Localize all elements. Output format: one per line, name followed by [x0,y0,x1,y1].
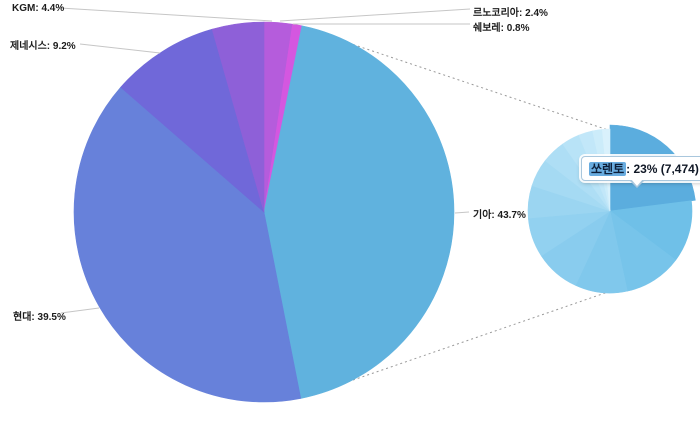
label-kia: 기아: 43.7% [473,210,526,221]
leader-line-genesis [79,43,161,54]
leader-line-hyundai [60,307,100,314]
tooltip-series-name: 쏘렌토 [589,162,627,176]
tooltip-sorento: 쏘렌토: 23% (7,474) [581,156,700,188]
leader-line-kgm [59,7,273,22]
tooltip-arrow-icon [631,179,643,186]
drilldown-connector-bottom [300,291,609,399]
label-chevrolet: 쉐보레: 0.8% [473,23,530,34]
big-pie-slice-KGM[interactable] [211,21,265,213]
big-pie-slice-현대[interactable] [73,86,302,403]
leader-line-renault [279,8,471,22]
label-kgm: KGM: 4.4% [12,3,65,14]
label-genesis: 제네시스: 9.2% [10,41,76,52]
tooltip-value: : 23% (7,474) [626,162,699,176]
big-pie-slice-제네시스[interactable] [120,28,265,213]
drilldown-slice-1[interactable] [609,200,693,261]
drilldown-connector-top [300,26,609,131]
label-renault: 르노코리아: 2.4% [473,8,548,19]
leader-line-kia [454,211,470,214]
label-hyundai: 현대: 39.5% [13,312,66,323]
big-pie-slice-기아[interactable] [263,25,455,399]
